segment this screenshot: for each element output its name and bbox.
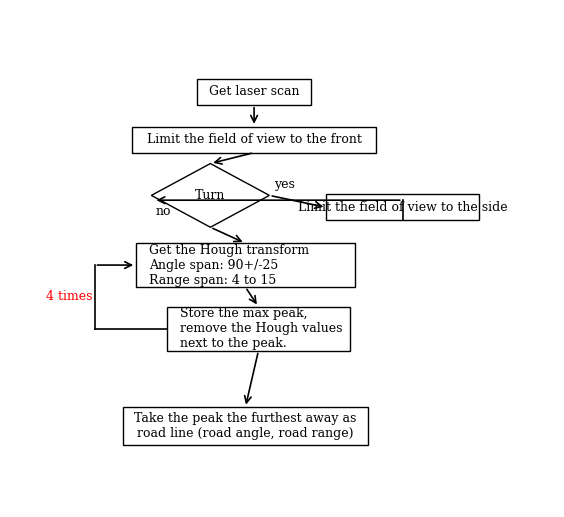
Polygon shape [151,163,270,227]
Text: Get laser scan: Get laser scan [209,85,299,98]
FancyBboxPatch shape [197,79,311,105]
Text: Store the max peak,
remove the Hough values
next to the peak.: Store the max peak, remove the Hough val… [180,307,342,350]
FancyBboxPatch shape [136,243,355,287]
Text: no: no [156,205,171,218]
FancyBboxPatch shape [131,127,377,153]
Text: yes: yes [274,178,294,191]
FancyBboxPatch shape [326,194,479,220]
Text: Limit the field of view to the side: Limit the field of view to the side [298,201,508,214]
FancyBboxPatch shape [167,307,350,351]
Text: Get the Hough transform
Angle span: 90+/-25
Range span: 4 to 15: Get the Hough transform Angle span: 90+/… [149,244,309,286]
Text: Limit the field of view to the front: Limit the field of view to the front [147,133,362,146]
FancyBboxPatch shape [123,407,368,445]
Text: Turn: Turn [195,189,226,202]
Text: Take the peak the furthest away as
road line (road angle, road range): Take the peak the furthest away as road … [134,412,356,440]
Text: 4 times: 4 times [46,291,92,303]
